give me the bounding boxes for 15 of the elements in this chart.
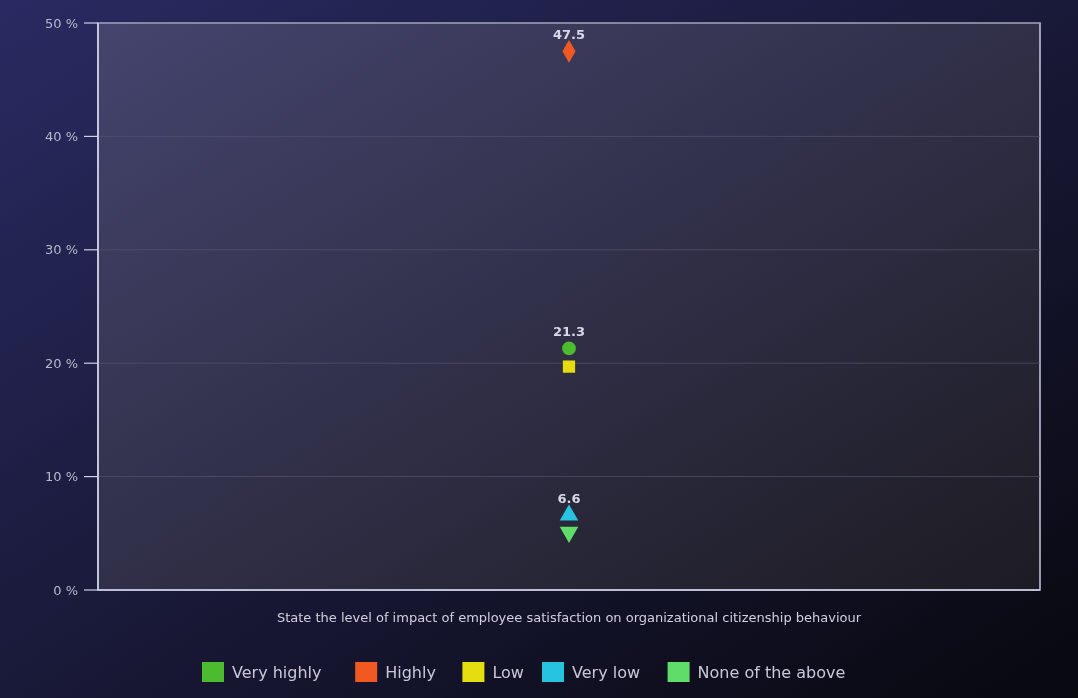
y-tick-label: 20 % xyxy=(44,355,78,371)
legend-label: None of the above xyxy=(697,662,846,682)
legend-label: Very highly xyxy=(232,662,322,682)
legend-label: Highly xyxy=(385,662,436,682)
legend-label: Low xyxy=(492,662,524,682)
data-label: 6.6 xyxy=(557,491,581,507)
x-axis-title: State the level of impact of employee satisfaction on organizational citizenship behaviour xyxy=(276,610,862,625)
data-label: 47.5 xyxy=(552,27,586,43)
y-tick-label: 50 % xyxy=(44,15,78,31)
legend-label: Very low xyxy=(572,662,640,682)
y-tick-label: 0 % xyxy=(53,582,78,598)
data-label: 21.3 xyxy=(552,324,586,340)
y-tick-label: 30 % xyxy=(44,242,78,258)
y-tick-label: 10 % xyxy=(44,469,78,485)
y-tick-label: 40 % xyxy=(44,128,78,144)
